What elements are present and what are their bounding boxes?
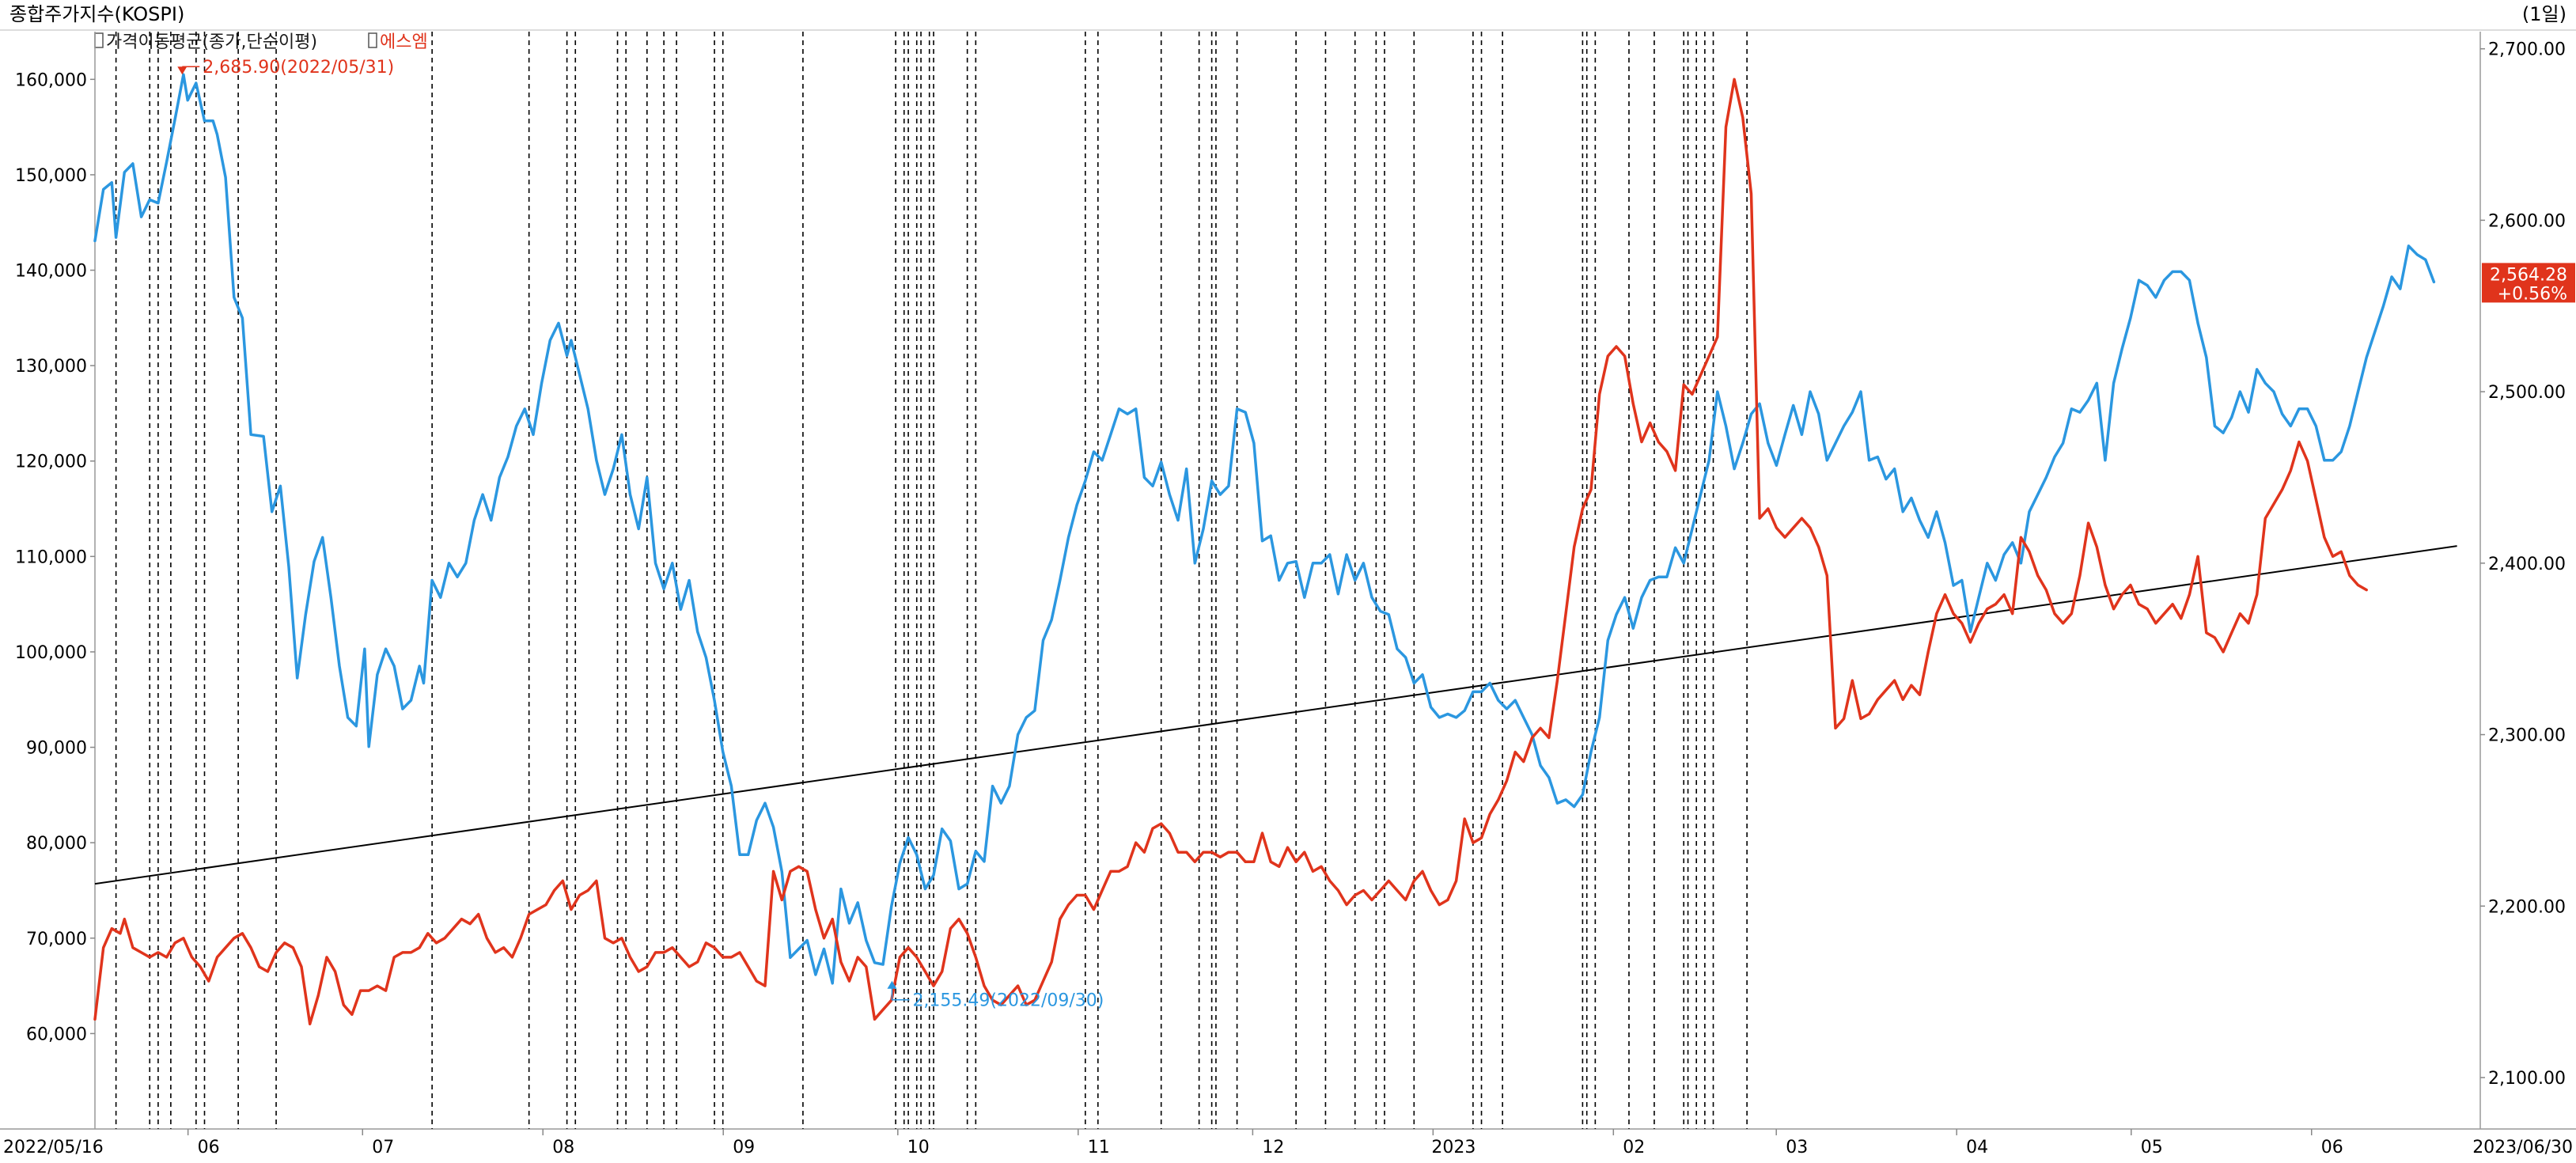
x-tick-label: 2022/05/16 bbox=[3, 1138, 104, 1157]
sm-series-line bbox=[93, 78, 2368, 1026]
trend-line bbox=[94, 545, 2457, 885]
right-tick-label: 2,700.00 bbox=[2488, 40, 2566, 60]
chart-title: 종합주가지수(KOSPI) bbox=[9, 3, 184, 25]
right-tick-label: 2,100.00 bbox=[2488, 1069, 2566, 1089]
right-tick-label: 2,300.00 bbox=[2488, 726, 2566, 746]
x-tick-label: 12 bbox=[1262, 1138, 1284, 1157]
left-tick-label: 110,000 bbox=[15, 547, 87, 567]
low-leader-line bbox=[891, 982, 910, 1001]
x-tick-label: 2023/06/30 bbox=[2472, 1138, 2573, 1157]
x-tick-label: 02 bbox=[1623, 1138, 1645, 1157]
x-tick-label: 06 bbox=[2321, 1138, 2343, 1157]
left-tick-label: 150,000 bbox=[15, 166, 87, 186]
left-tick-label: 160,000 bbox=[15, 70, 87, 90]
high-marker-icon bbox=[177, 66, 188, 75]
legend-marker-sm-icon bbox=[368, 32, 377, 48]
x-tick-label: 04 bbox=[1966, 1138, 1988, 1157]
left-tick-label: 120,000 bbox=[15, 453, 87, 472]
kospi-series-line bbox=[93, 73, 2436, 985]
price-badge-value: 2,564.28 bbox=[2490, 265, 2567, 285]
legend-label-ma: 가격이동평균(종가,단순이평) bbox=[106, 32, 317, 52]
legend: 가격이동평균(종가,단순이평) 에스엠 bbox=[94, 32, 428, 52]
legend-label-sm: 에스엠 bbox=[380, 32, 428, 52]
x-tick-label: 10 bbox=[907, 1138, 930, 1157]
high-annotation-label: 2,685.90(2022/05/31) bbox=[203, 58, 394, 78]
low-annotation-label: 2,155.49(2022/09/30) bbox=[912, 991, 1104, 1011]
right-tick-label: 2,400.00 bbox=[2488, 555, 2566, 574]
left-tick-label: 90,000 bbox=[26, 739, 87, 759]
left-tick-label: 130,000 bbox=[15, 357, 87, 377]
right-tick-label: 2,600.00 bbox=[2488, 211, 2566, 231]
x-tick-label: 11 bbox=[1088, 1138, 1110, 1157]
x-tick-label: 09 bbox=[733, 1138, 755, 1157]
x-tick-label: 2023 bbox=[1431, 1138, 1476, 1157]
right-tick-label: 2,200.00 bbox=[2488, 897, 2566, 917]
left-tick-label: 100,000 bbox=[15, 643, 87, 663]
left-tick-label: 140,000 bbox=[15, 262, 87, 282]
price-badge bbox=[2482, 263, 2575, 303]
right-tick-label: 2,500.00 bbox=[2488, 383, 2566, 403]
x-tick-label: 08 bbox=[552, 1138, 574, 1157]
left-tick-label: 80,000 bbox=[26, 834, 87, 854]
x-tick-label: 03 bbox=[1786, 1138, 1808, 1157]
left-tick-label: 70,000 bbox=[26, 930, 87, 949]
price-badge-change: +0.56% bbox=[2498, 284, 2567, 304]
period-label: (1일) bbox=[2522, 3, 2567, 25]
x-tick-label: 06 bbox=[198, 1138, 220, 1157]
x-tick-label: 05 bbox=[2141, 1138, 2163, 1157]
left-tick-label: 60,000 bbox=[26, 1025, 87, 1044]
x-tick-label: 07 bbox=[372, 1138, 394, 1157]
